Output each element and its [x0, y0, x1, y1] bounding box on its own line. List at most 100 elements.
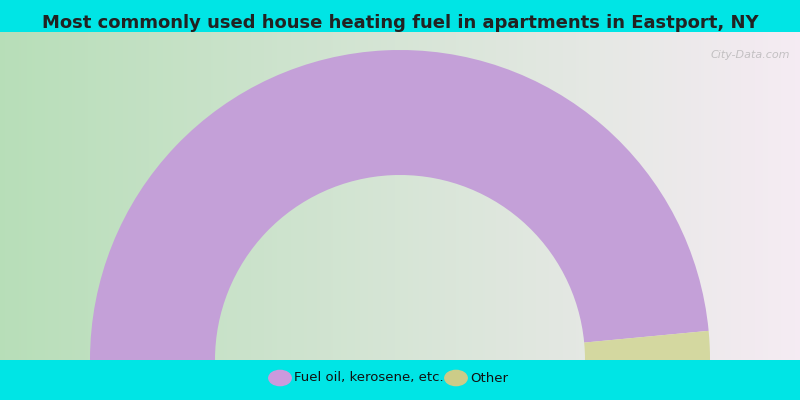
Bar: [440, 32, 443, 360]
Bar: [318, 32, 321, 360]
Bar: [106, 32, 110, 360]
Bar: [416, 32, 419, 360]
Bar: [94, 32, 97, 360]
Bar: [598, 32, 601, 360]
Bar: [384, 32, 387, 360]
Bar: [178, 32, 182, 360]
Bar: [70, 32, 73, 360]
Bar: [760, 32, 763, 360]
Bar: [74, 32, 78, 360]
Bar: [426, 32, 430, 360]
Bar: [686, 32, 689, 360]
Bar: [362, 32, 366, 360]
Bar: [326, 32, 329, 360]
Bar: [518, 32, 521, 360]
Bar: [370, 32, 374, 360]
Bar: [754, 32, 758, 360]
Bar: [330, 32, 334, 360]
Bar: [552, 32, 555, 360]
Bar: [62, 32, 65, 360]
Bar: [750, 32, 753, 360]
Bar: [368, 32, 371, 360]
Bar: [222, 32, 225, 360]
Bar: [176, 32, 179, 360]
Bar: [702, 32, 705, 360]
Bar: [706, 32, 710, 360]
Bar: [378, 32, 382, 360]
Bar: [614, 32, 617, 360]
Bar: [602, 32, 606, 360]
Bar: [66, 32, 70, 360]
Text: Fuel oil, kerosene, etc.: Fuel oil, kerosene, etc.: [294, 372, 444, 384]
Bar: [266, 32, 270, 360]
Bar: [450, 32, 454, 360]
Bar: [232, 32, 235, 360]
Bar: [422, 32, 425, 360]
Bar: [752, 32, 755, 360]
Bar: [280, 32, 283, 360]
Bar: [678, 32, 681, 360]
Bar: [688, 32, 691, 360]
Bar: [338, 32, 342, 360]
Bar: [26, 32, 30, 360]
Bar: [216, 32, 219, 360]
Bar: [174, 32, 177, 360]
Bar: [418, 32, 422, 360]
Bar: [554, 32, 558, 360]
Bar: [376, 32, 379, 360]
Bar: [650, 32, 654, 360]
Bar: [272, 32, 275, 360]
Bar: [642, 32, 646, 360]
Bar: [110, 32, 113, 360]
Bar: [466, 32, 470, 360]
Bar: [262, 32, 265, 360]
Bar: [278, 32, 281, 360]
Bar: [408, 32, 411, 360]
Bar: [632, 32, 635, 360]
Bar: [624, 32, 627, 360]
Bar: [248, 32, 251, 360]
Bar: [656, 32, 659, 360]
Bar: [400, 32, 403, 360]
Bar: [294, 32, 297, 360]
Bar: [320, 32, 323, 360]
Bar: [86, 32, 89, 360]
Bar: [590, 32, 593, 360]
Bar: [506, 32, 510, 360]
Bar: [322, 32, 326, 360]
Bar: [586, 32, 590, 360]
Bar: [734, 32, 737, 360]
Bar: [336, 32, 339, 360]
Bar: [18, 32, 22, 360]
Bar: [432, 32, 435, 360]
Bar: [782, 32, 785, 360]
Bar: [634, 32, 638, 360]
Bar: [282, 32, 286, 360]
Bar: [746, 32, 750, 360]
Bar: [638, 32, 641, 360]
Bar: [666, 32, 670, 360]
Bar: [288, 32, 291, 360]
Bar: [526, 32, 529, 360]
Bar: [606, 32, 609, 360]
Bar: [358, 32, 361, 360]
Bar: [150, 32, 153, 360]
Bar: [64, 32, 67, 360]
Bar: [48, 32, 51, 360]
Bar: [414, 32, 417, 360]
Bar: [58, 32, 62, 360]
Bar: [730, 32, 734, 360]
Bar: [328, 32, 331, 360]
Bar: [6, 32, 9, 360]
Bar: [698, 32, 702, 360]
Bar: [298, 32, 302, 360]
Bar: [680, 32, 683, 360]
Bar: [224, 32, 227, 360]
Bar: [578, 32, 582, 360]
Bar: [82, 32, 86, 360]
Bar: [728, 32, 731, 360]
Bar: [296, 32, 299, 360]
Bar: [736, 32, 739, 360]
Bar: [794, 32, 798, 360]
Bar: [654, 32, 657, 360]
